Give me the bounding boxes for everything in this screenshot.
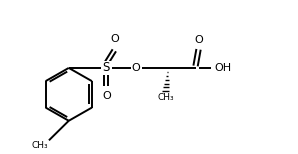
Text: O: O	[102, 91, 111, 101]
Text: O: O	[132, 63, 140, 73]
Text: O: O	[110, 34, 119, 45]
Text: S: S	[103, 61, 110, 74]
Text: OH: OH	[214, 63, 232, 73]
Text: O: O	[194, 35, 203, 45]
Text: CH₃: CH₃	[158, 93, 174, 102]
Text: CH₃: CH₃	[31, 141, 48, 150]
